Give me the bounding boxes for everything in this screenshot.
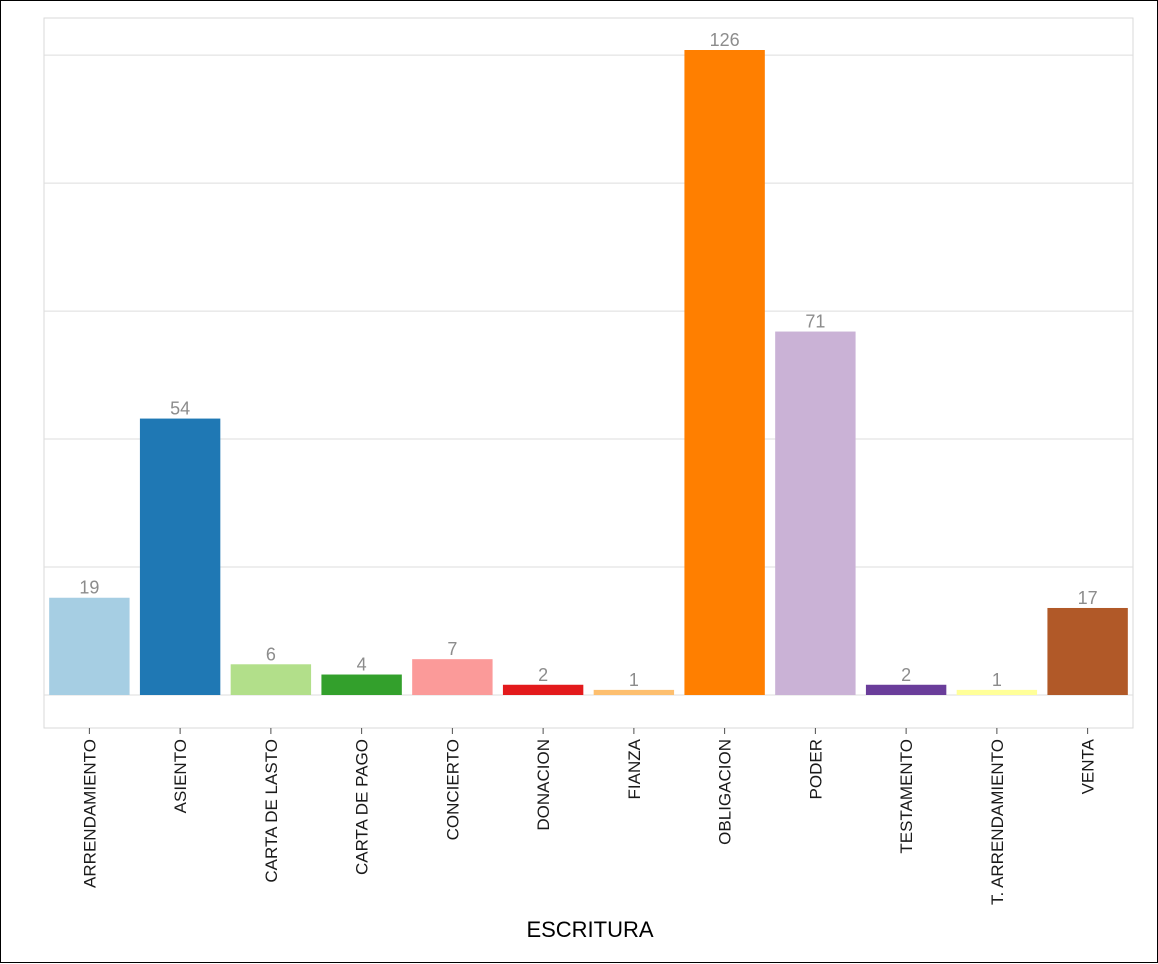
bar-carta-de-pago — [321, 674, 402, 695]
tick-label-venta: VENTA — [1079, 738, 1098, 794]
tick-label-obligacion: OBLIGACION — [716, 739, 735, 845]
bar-testamento — [865, 684, 947, 695]
tick-label-poder: PODER — [806, 739, 825, 799]
data-label-poder: 71 — [805, 312, 825, 332]
bar-poder — [775, 331, 856, 695]
x-axis-title: ESCRITURA — [526, 917, 653, 942]
bar-concierto — [412, 659, 493, 695]
plot-panel-border — [43, 17, 1134, 729]
data-label-concierto: 7 — [447, 639, 457, 659]
data-label-asiento: 54 — [170, 399, 190, 419]
bar-t-arrendamiento — [956, 689, 1038, 695]
bars — [49, 50, 1128, 695]
tick-label-concierto: CONCIERTO — [443, 739, 462, 840]
tick-label-arrendamiento: ARRENDAMIENTO — [80, 739, 99, 888]
bar-venta — [1047, 607, 1128, 695]
data-labels: 19 54 6 4 7 2 1 126 71 2 1 17 — [79, 30, 1097, 690]
bar-obligacion — [684, 50, 765, 695]
tick-label-t-arrendamiento: T. ARRENDAMIENTO — [988, 739, 1007, 905]
bar-fianza — [593, 689, 675, 695]
x-axis-ticks: ARRENDAMIENTO ASIENTO CARTA DE LASTO CARTA … — [80, 728, 1098, 905]
tick-label-testamento: TESTAMENTO — [897, 739, 916, 854]
tick-label-fianza: FIANZA — [625, 738, 644, 799]
data-label-donacion: 2 — [538, 665, 548, 685]
data-label-fianza: 1 — [629, 670, 639, 690]
bar-donacion — [502, 684, 584, 695]
bar-arrendamiento — [49, 597, 130, 695]
bar-asiento — [139, 418, 221, 695]
bar-carta-de-lasto — [230, 664, 312, 695]
data-label-t-arrendamiento: 1 — [992, 670, 1002, 690]
tick-label-donacion: DONACION — [534, 739, 553, 831]
data-label-carta-de-lasto: 6 — [266, 644, 276, 664]
gridlines — [43, 17, 1134, 729]
tick-label-carta-de-lasto: CARTA DE LASTO — [262, 739, 281, 883]
data-label-carta-de-pago: 4 — [357, 655, 367, 675]
tick-label-asiento: ASIENTO — [171, 739, 190, 813]
tick-label-carta-de-pago: CARTA DE PAGO — [353, 739, 372, 875]
data-label-arrendamiento: 19 — [79, 578, 99, 598]
data-label-obligacion: 126 — [710, 30, 740, 50]
data-label-testamento: 2 — [901, 665, 911, 685]
data-label-venta: 17 — [1078, 588, 1098, 608]
